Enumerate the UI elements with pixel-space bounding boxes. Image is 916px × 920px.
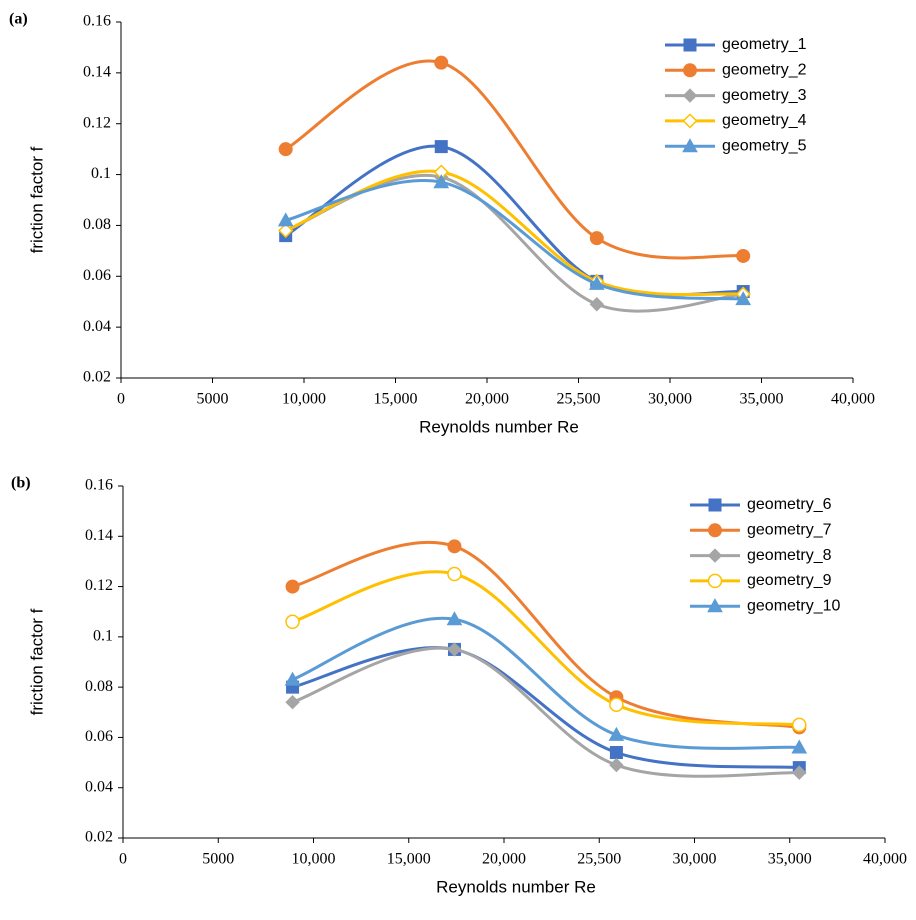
x-tick-label: 20,000: [465, 391, 509, 408]
legend-label: geometry_5: [722, 137, 807, 154]
series-line: [292, 540, 800, 729]
legend-label: geometry_1: [722, 36, 807, 53]
y-tick-label: 0.1: [91, 165, 111, 182]
x-tick-label: 0: [119, 851, 127, 868]
legend-marker: [682, 88, 698, 103]
y-tick-label: 0.02: [85, 829, 113, 846]
marker: [792, 765, 807, 780]
marker: [736, 248, 751, 263]
panel-label: (a): [9, 11, 28, 28]
marker: [589, 297, 605, 312]
marker: [434, 140, 448, 154]
y-tick-label: 0.1: [93, 628, 113, 645]
marker: [285, 695, 300, 710]
marker: [791, 739, 808, 754]
marker: [588, 275, 605, 290]
marker: [433, 174, 450, 189]
y-tick-label: 0.04: [85, 778, 113, 795]
series-line: [292, 570, 800, 727]
marker: [447, 566, 462, 582]
x-tick-label: 30,000: [673, 851, 717, 868]
marker: [609, 757, 624, 773]
legend-marker: [682, 138, 698, 153]
x-tick-label: 25,500: [577, 851, 621, 868]
x-axis-title: Reynolds number Re: [436, 877, 596, 896]
series-line: [292, 616, 800, 750]
legend-label: geometry_9: [747, 572, 832, 589]
y-tick-label: 0.12: [83, 114, 111, 131]
marker: [447, 539, 462, 554]
y-tick-label: 0.06: [85, 728, 113, 745]
legend-label: geometry_10: [747, 597, 840, 614]
y-tick-label: 0.12: [85, 577, 113, 594]
y-tick-label: 0.14: [85, 527, 113, 544]
marker: [447, 642, 462, 657]
x-tick-label: 30,000: [648, 391, 692, 408]
x-tick-label: 5000: [197, 391, 229, 408]
legend-marker: [707, 573, 723, 589]
marker: [589, 231, 604, 246]
marker: [609, 746, 623, 760]
series-line: [285, 179, 744, 301]
legend-label: geometry_8: [747, 547, 832, 564]
marker: [609, 697, 624, 712]
x-axis-title: Reynolds number Re: [419, 417, 579, 436]
legend-marker: [708, 523, 722, 538]
x-tick-label: 15,000: [387, 851, 431, 868]
x-tick-label: 10,000: [282, 391, 326, 408]
legend-marker: [682, 113, 698, 129]
y-tick-label: 0.14: [83, 64, 111, 81]
x-tick-label: 0: [117, 391, 125, 408]
marker: [284, 671, 301, 686]
legend-label: geometry_6: [747, 496, 832, 513]
marker: [285, 614, 300, 630]
series-line: [292, 646, 800, 770]
panel-label: (b): [11, 475, 31, 492]
y-tick-label: 0.06: [83, 267, 111, 284]
marker: [278, 222, 294, 239]
marker: [735, 291, 752, 306]
x-tick-label: 10,000: [292, 851, 336, 868]
x-tick-label: 5000: [202, 851, 234, 868]
y-tick-label: 0.08: [83, 216, 111, 233]
marker: [608, 726, 625, 741]
y-tick-label: 0.04: [83, 318, 111, 335]
y-axis-title: friction factor f: [27, 146, 46, 253]
legend-marker: [707, 598, 723, 613]
series-line: [284, 59, 744, 260]
legend-marker: [708, 498, 722, 512]
marker: [278, 142, 293, 157]
x-tick-label: 15,000: [374, 391, 418, 408]
y-tick-label: 0.16: [83, 13, 111, 30]
legend-label: geometry_3: [722, 87, 807, 104]
marker: [446, 611, 463, 626]
x-tick-label: 25,500: [557, 391, 601, 408]
legend-marker: [683, 38, 697, 52]
legend-marker: [683, 63, 697, 78]
y-tick-label: 0.08: [85, 678, 113, 695]
x-tick-label: 35,000: [740, 391, 784, 408]
series-line: [292, 646, 800, 778]
y-axis-title: friction factor f: [27, 608, 46, 715]
y-tick-label: 0.16: [85, 477, 113, 494]
marker: [277, 212, 294, 227]
marker: [434, 55, 449, 70]
legend-label: geometry_7: [747, 522, 832, 539]
x-tick-label: 20,000: [482, 851, 526, 868]
series-line: [284, 144, 744, 297]
legend-label: geometry_4: [722, 112, 807, 129]
y-tick-label: 0.02: [83, 369, 111, 386]
x-tick-label: 40,000: [863, 851, 907, 868]
x-tick-label: 40,000: [831, 391, 875, 408]
legend-marker: [707, 548, 723, 563]
x-tick-label: 35,000: [768, 851, 812, 868]
legend-label: geometry_2: [722, 62, 807, 79]
marker: [285, 579, 300, 594]
marker: [792, 717, 807, 733]
